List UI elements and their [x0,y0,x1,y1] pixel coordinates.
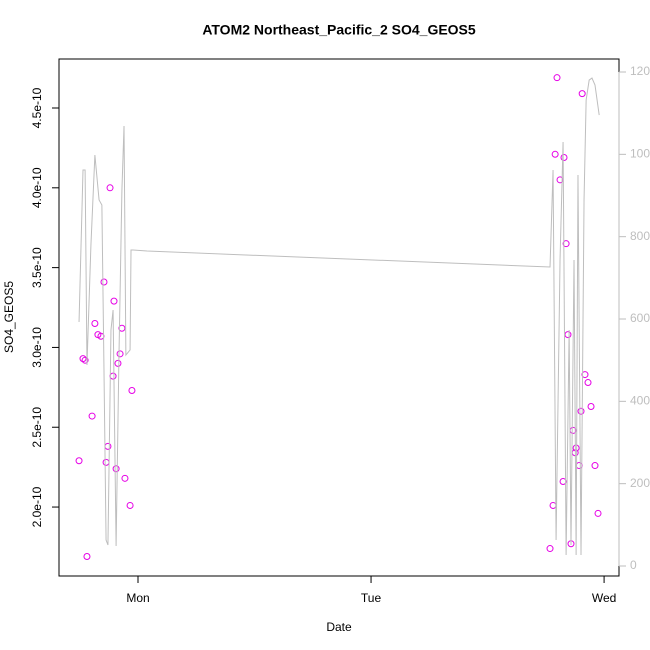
point [594,509,602,517]
point [551,150,559,158]
point [564,331,572,339]
point [81,356,89,364]
y2-tick-label: 2000 [630,476,650,490]
y2-tick-label: 0 [630,558,637,572]
point [106,184,114,192]
y-tick-label: 4.0e-10 [30,167,44,208]
point [578,90,586,98]
y-tick-label: 2.5e-10 [30,407,44,448]
point [110,297,118,305]
plot-frame [58,58,620,577]
line [78,77,600,556]
point [126,501,134,509]
y2-tick-label: 8000 [630,229,650,243]
y-axis-label: SO4_GEOS5 [2,281,16,353]
point [587,402,595,410]
point [546,545,554,553]
point [584,379,592,387]
y-tick-label: 3.0e-10 [30,327,44,368]
point [116,350,124,358]
point [88,412,96,420]
point [560,153,568,161]
y2-tick-label: 12000 [630,64,650,78]
x-tick-label: Tue [361,591,382,605]
point [118,324,126,332]
point [79,355,87,363]
point [581,371,589,379]
point [591,462,599,470]
x-tick-label: Wed [592,591,616,605]
point [102,458,110,466]
point [121,474,129,482]
y-tick-label: 4.5e-10 [30,87,44,128]
y2-tick-label: 4000 [630,394,650,408]
point [549,501,557,509]
point [577,407,585,415]
point [128,387,136,395]
y-tick-label: 2.0e-10 [30,486,44,527]
y-tick-label: 3.5e-10 [30,247,44,288]
point [91,319,99,327]
y2-tick-label: 6000 [630,311,650,325]
point [83,553,91,561]
point [109,372,117,380]
x-tick-label: Mon [126,591,149,605]
point [75,457,83,465]
point [562,240,570,248]
point [572,444,580,452]
chart-title: ATOM2 Northeast_Pacific_2 SO4_GEOS5 [202,22,476,38]
point [100,278,108,286]
x-axis-label: Date [326,620,352,634]
point [104,442,112,450]
point [112,465,120,473]
point [553,74,561,82]
point [114,359,122,367]
y2-tick-label: 10000 [630,147,650,161]
point [559,478,567,486]
